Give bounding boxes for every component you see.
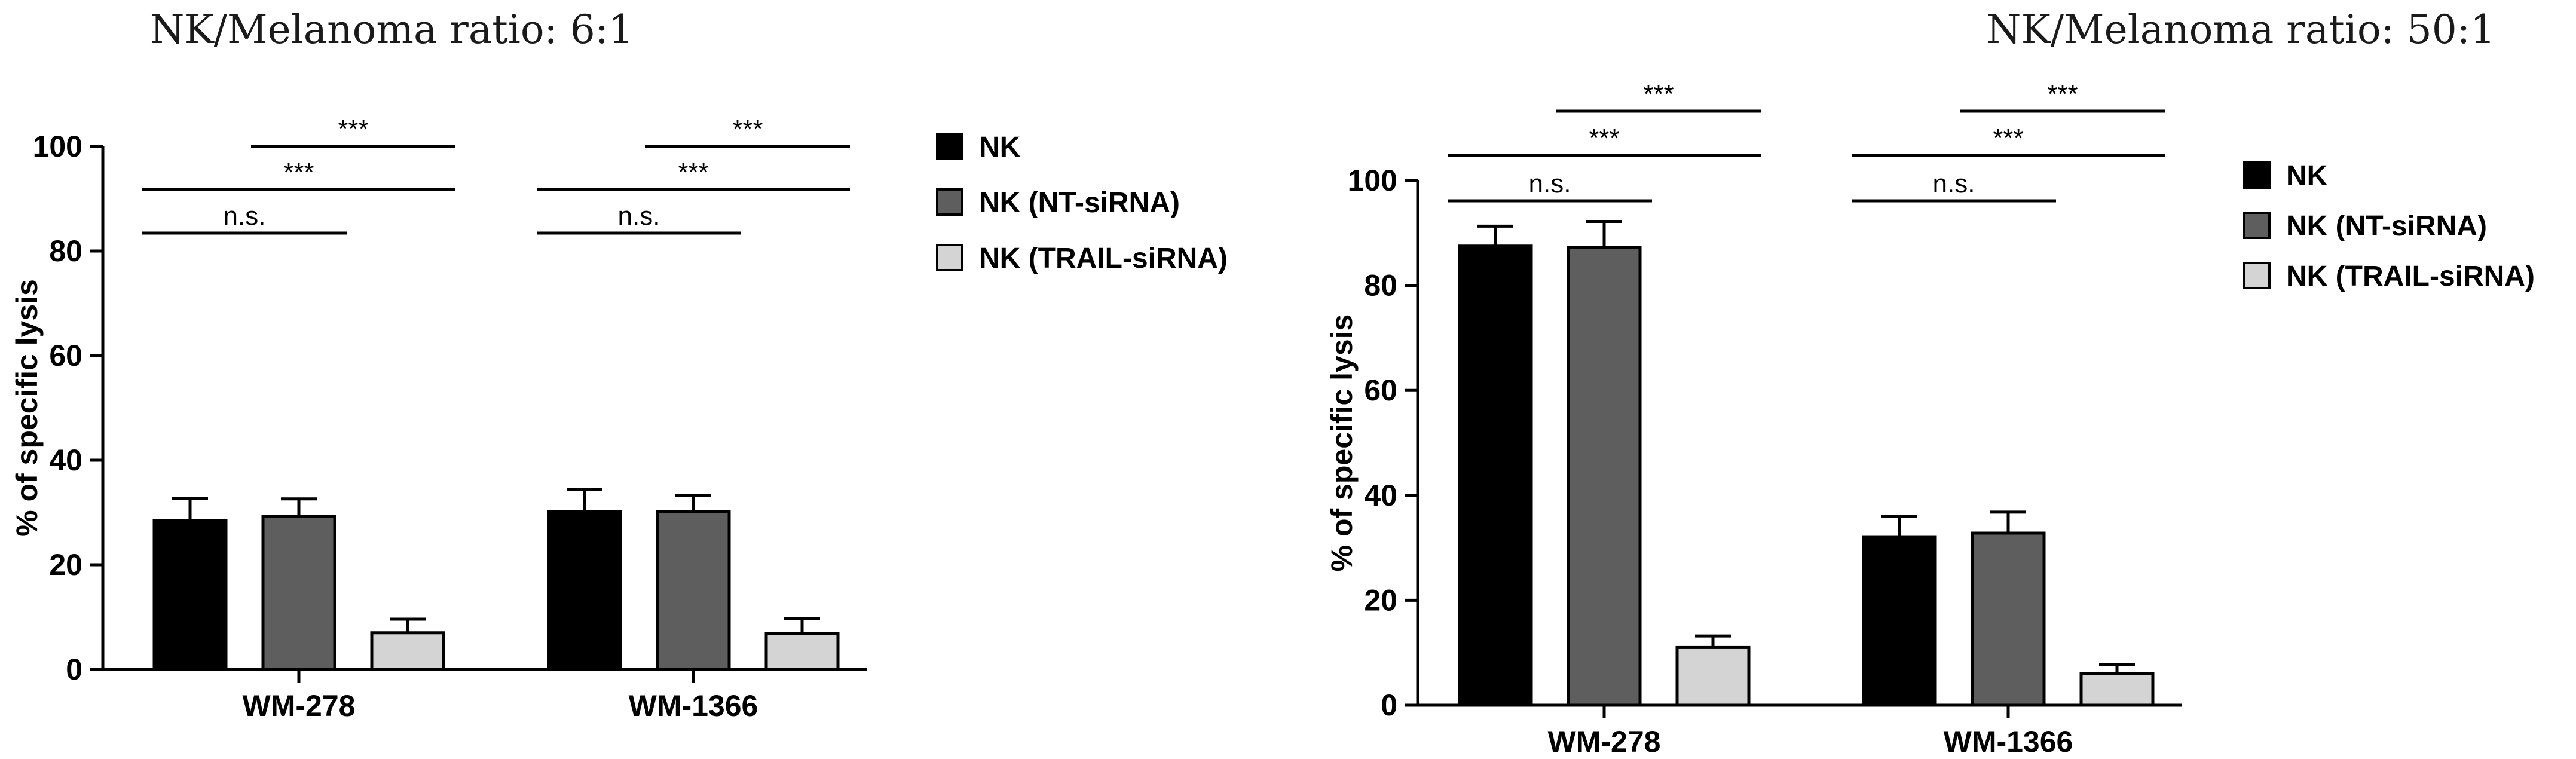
bar (1675, 645, 1751, 707)
y-tick-label: 80 (49, 234, 82, 268)
legend-swatch (2243, 161, 2271, 189)
significance-label: *** (338, 115, 368, 144)
legend-swatch (2243, 262, 2271, 289)
significance-label: *** (1643, 79, 1674, 109)
bar (764, 632, 840, 671)
legend-swatch (936, 188, 963, 216)
legend-label: NK (TRAIL-siRNA) (2286, 261, 2535, 292)
chart-title: NK/Melanoma ratio: 50:1 (1987, 7, 2495, 53)
bar (1971, 531, 2046, 707)
x-category-label: WM-1366 (629, 689, 758, 723)
y-tick-label: 0 (66, 653, 82, 686)
chart-panel-ratio-50-1: NK/Melanoma ratio: 50:1 % of specific lys… (1325, 7, 2535, 758)
y-tick-label: 40 (1364, 479, 1397, 512)
y-tick-label: 100 (1348, 164, 1397, 197)
x-category-label: WM-278 (243, 689, 356, 723)
y-axis-label: % of specific lysis (1325, 314, 1359, 572)
chart-panel-ratio-6-1: NK/Melanoma ratio: 6:1 % of specific lysi… (10, 7, 1228, 723)
significance-label: *** (732, 115, 763, 144)
chart-title: NK/Melanoma ratio: 6:1 (150, 7, 634, 53)
legend-swatch (2243, 212, 2271, 239)
significance-label: *** (2047, 79, 2078, 109)
significance-label: n.s. (1529, 169, 1571, 198)
legend-swatch (936, 244, 963, 271)
x-category-label: WM-278 (1548, 725, 1661, 758)
bar (656, 510, 731, 671)
y-tick-label: 100 (33, 130, 82, 163)
legend-swatch (936, 133, 963, 160)
significance-label: *** (1993, 124, 2023, 153)
bar (1567, 246, 1642, 707)
bar (1458, 244, 1533, 707)
legend-label: NK (2286, 160, 2328, 192)
legend-label: NK (TRAIL-siRNA) (979, 243, 1228, 274)
bar (547, 510, 622, 671)
y-tick-label: 20 (49, 548, 82, 582)
bar (370, 631, 445, 671)
bar (261, 515, 336, 671)
bar (2079, 672, 2155, 707)
y-tick-label: 60 (1364, 374, 1397, 407)
y-tick-label: 0 (1381, 688, 1397, 722)
significance-label: n.s. (224, 201, 266, 231)
legend-label: NK (NT-siRNA) (979, 187, 1180, 219)
significance-label: n.s. (618, 201, 660, 231)
y-tick-label: 60 (49, 339, 82, 372)
significance-label: *** (283, 158, 314, 187)
significance-label: *** (678, 158, 708, 187)
x-category-label: WM-1366 (1944, 725, 2073, 758)
legend-label: NK (NT-siRNA) (2286, 210, 2487, 242)
y-axis-label: % of specific lysis (10, 279, 44, 537)
y-tick-label: 80 (1364, 269, 1397, 302)
y-tick-label: 20 (1364, 583, 1397, 617)
significance-label: n.s. (1933, 169, 1975, 198)
bar (152, 519, 228, 671)
significance-label: *** (1589, 124, 1619, 153)
legend-label: NK (979, 131, 1021, 163)
bar (1862, 535, 1937, 707)
y-tick-label: 40 (49, 443, 82, 477)
